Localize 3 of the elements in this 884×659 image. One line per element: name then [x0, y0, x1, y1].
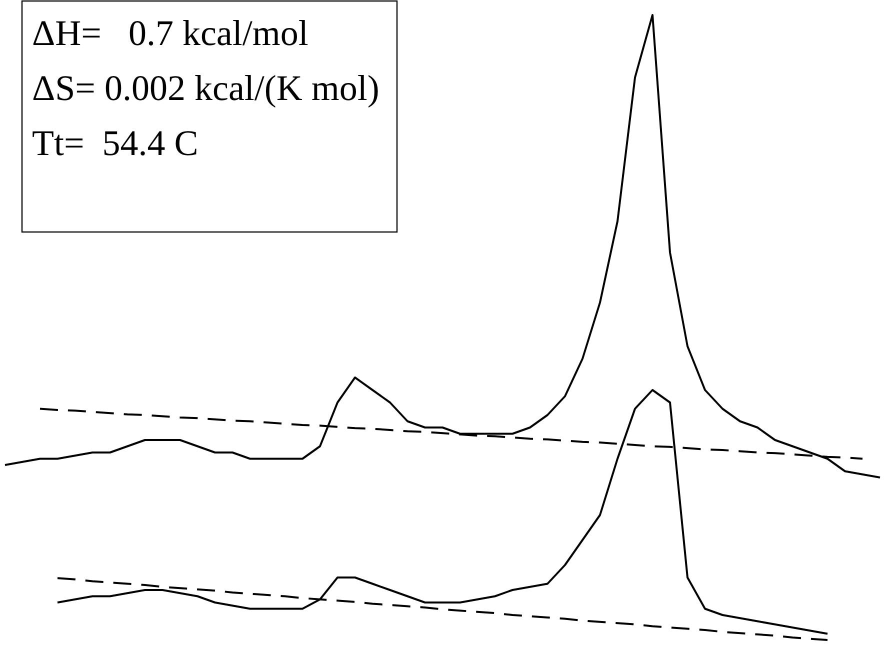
annotation: ΔS= 0.002 kcal/(K mol) — [32, 68, 380, 108]
annotation: Tt= 54.4 C — [32, 123, 198, 163]
annotation: ΔH= 0.7 kcal/mol — [32, 13, 308, 53]
